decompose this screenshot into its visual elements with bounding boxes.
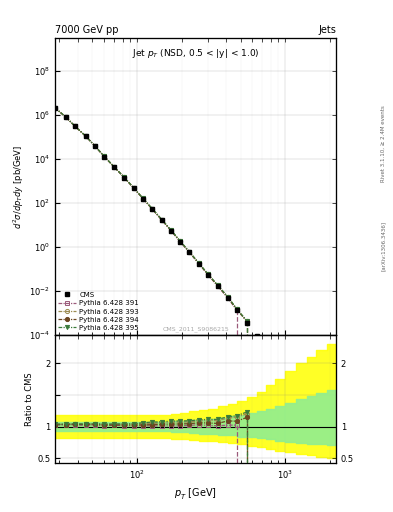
Text: 7000 GeV pp: 7000 GeV pp xyxy=(55,25,119,35)
X-axis label: $p_T^{}$ [GeV]: $p_T^{}$ [GeV] xyxy=(174,486,217,501)
Text: [arXiv:1306.3436]: [arXiv:1306.3436] xyxy=(381,221,386,271)
Text: Jet $p_T$ (NSD, 0.5 < |y| < 1.0): Jet $p_T$ (NSD, 0.5 < |y| < 1.0) xyxy=(132,47,259,60)
Text: CMS_2011_S9086215: CMS_2011_S9086215 xyxy=(162,326,229,332)
Y-axis label: $d^2\sigma/dp_T dy$ [pb/GeV]: $d^2\sigma/dp_T dy$ [pb/GeV] xyxy=(12,144,26,228)
Y-axis label: Ratio to CMS: Ratio to CMS xyxy=(25,372,34,426)
Text: Jets: Jets xyxy=(318,25,336,35)
Legend: CMS, Pythia 6.428 391, Pythia 6.428 393, Pythia 6.428 394, Pythia 6.428 395: CMS, Pythia 6.428 391, Pythia 6.428 393,… xyxy=(57,290,140,332)
Text: Rivet 3.1.10, ≥ 2.4M events: Rivet 3.1.10, ≥ 2.4M events xyxy=(381,105,386,182)
